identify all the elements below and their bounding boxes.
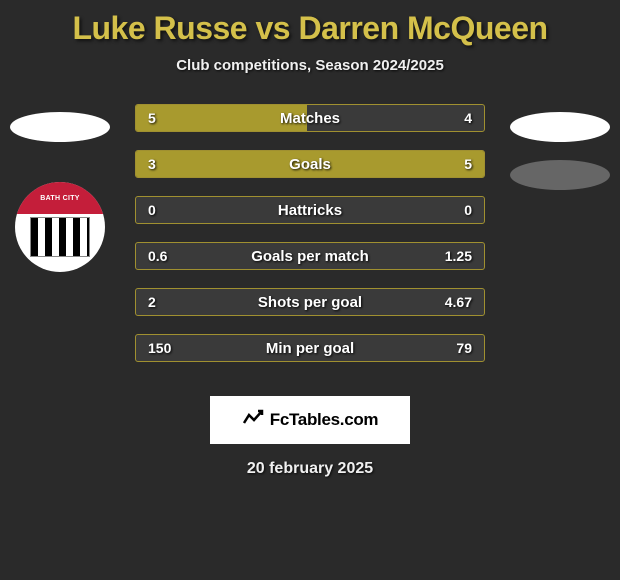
club-badge-stripes: [30, 217, 90, 257]
bar-value-left: 0: [148, 197, 156, 223]
bar-value-right: 0: [464, 197, 472, 223]
brand-text: FcTables.com: [270, 410, 379, 430]
main-area: BATH CITY 54Matches35Goals00Hattricks0.6…: [0, 104, 620, 384]
bar-row: 150 79Min per goal: [135, 334, 485, 362]
bar-row: 2 4.67Shots per goal: [135, 288, 485, 316]
bar-row: 0.6 1.25Goals per match: [135, 242, 485, 270]
comparison-bars: 54Matches35Goals00Hattricks0.61.25Goals …: [135, 104, 485, 380]
player1-avatar-placeholder: [10, 112, 110, 142]
brand-badge: FcTables.com: [210, 396, 410, 444]
player2-name: Darren McQueen: [298, 10, 547, 46]
page-title: Luke Russe vs Darren McQueen: [0, 10, 620, 47]
bar-row: 0 0Hattricks: [135, 196, 485, 224]
bar-fill-right: [258, 151, 484, 177]
brand-icon: [242, 409, 264, 432]
bar-label: Goals per match: [136, 243, 484, 269]
bar-value-right: 4: [464, 105, 472, 131]
player1-name: Luke Russe: [72, 10, 247, 46]
bar-row: 54Matches: [135, 104, 485, 132]
bar-value-right: 1.25: [445, 243, 472, 269]
bar-label: Shots per goal: [136, 289, 484, 315]
subtitle: Club competitions, Season 2024/2025: [0, 57, 620, 74]
bar-label: Hattricks: [136, 197, 484, 223]
player2-avatar-placeholder: [510, 112, 610, 142]
player2-club-placeholder: [510, 160, 610, 190]
bar-value-left: 2: [148, 289, 156, 315]
stats-infographic: Luke Russe vs Darren McQueen Club compet…: [0, 0, 620, 478]
player1-club-badge: BATH CITY: [15, 182, 105, 272]
bar-value-left: 150: [148, 335, 171, 361]
bar-fill-left: [136, 105, 307, 131]
bar-value-left: 0.6: [148, 243, 167, 269]
bar-row: 35Goals: [135, 150, 485, 178]
bar-value-right: 5: [464, 151, 472, 177]
date: 20 february 2025: [0, 460, 620, 478]
bar-value-right: 79: [456, 335, 472, 361]
vs-text: vs: [255, 10, 290, 46]
bar-value-left: 5: [148, 105, 156, 131]
club-badge-label: BATH CITY: [15, 182, 105, 214]
bar-label: Min per goal: [136, 335, 484, 361]
bar-value-right: 4.67: [445, 289, 472, 315]
bar-value-left: 3: [148, 151, 156, 177]
